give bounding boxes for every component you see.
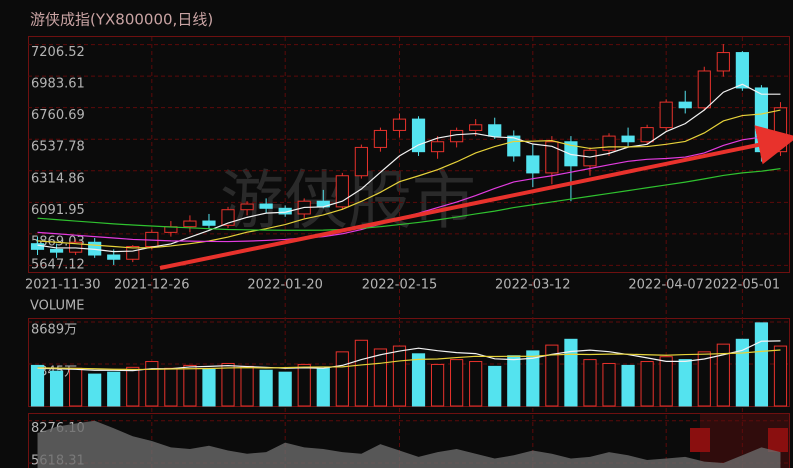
volume-bar <box>297 363 311 407</box>
volume-bar <box>754 322 769 407</box>
volume-bar <box>69 367 83 407</box>
index-area <box>37 420 781 468</box>
volume-bar <box>259 369 273 407</box>
candle-body <box>735 52 749 89</box>
candle-body <box>126 246 140 260</box>
ma-line <box>37 349 781 371</box>
candle-body <box>678 101 692 109</box>
volume-bar <box>183 364 197 407</box>
volume-bar <box>602 362 616 407</box>
chart-title: 游侠成指(YX800000,日线) <box>30 11 213 29</box>
candle-body <box>221 209 235 226</box>
volume-bar <box>469 361 483 407</box>
candle-body <box>30 243 45 250</box>
panel-title: VOLUME <box>30 299 84 314</box>
ma-line <box>37 83 781 253</box>
volume-bar <box>202 368 216 407</box>
y-tick-label: 6091.95 <box>31 203 85 218</box>
candle-body <box>183 220 197 228</box>
candle-body <box>659 101 673 129</box>
candle-body <box>773 107 788 153</box>
volume-bar <box>221 362 235 407</box>
volume-bar <box>240 365 254 407</box>
candle-body <box>697 70 711 109</box>
candle-body <box>450 129 464 143</box>
x-tick-label: 2022-03-12 <box>495 278 571 293</box>
candle-body <box>392 118 407 131</box>
candle-body <box>354 146 368 177</box>
volume-panel <box>28 318 790 407</box>
volume-bar <box>735 338 749 407</box>
x-tick-label: 2021-12-26 <box>114 278 190 293</box>
index-panel <box>28 413 790 468</box>
x-tick-label: 2022-04-07 <box>628 278 704 293</box>
candle-body <box>545 141 559 174</box>
candle-body <box>107 254 121 260</box>
highlight-box <box>768 428 788 452</box>
y-tick-label: 6760.69 <box>31 108 85 123</box>
y-tick-label: 8689万 <box>31 323 77 338</box>
ma-line <box>37 168 781 231</box>
volume-bar <box>545 344 559 407</box>
volume-bar <box>392 345 407 407</box>
x-tick-label: 2022-02-15 <box>362 278 438 293</box>
volume-bar <box>488 365 502 407</box>
candle-body <box>564 141 578 167</box>
y-tick-label: 5647.12 <box>31 258 85 273</box>
volume-bar <box>773 345 788 407</box>
candle-body <box>430 141 445 153</box>
volume-bar <box>678 359 692 407</box>
x-tick-label: 2022-01-20 <box>247 278 323 293</box>
x-tick-label: 2022-05-01 <box>705 278 781 293</box>
y-tick-label: 6314.86 <box>31 171 85 186</box>
candle-body <box>240 203 254 211</box>
volume-bar <box>145 361 159 407</box>
volume-bar <box>335 351 349 407</box>
candle-body <box>640 127 654 143</box>
volume-bar <box>164 367 178 407</box>
volume-bar <box>88 373 102 407</box>
y-tick-label: 6537.78 <box>31 140 85 155</box>
candle-body <box>69 241 83 253</box>
volume-bar <box>354 339 368 407</box>
volume-bar <box>107 371 121 407</box>
volume-bar <box>697 351 711 407</box>
x-tick-label: 2021-11-30 <box>25 278 101 293</box>
highlight-box <box>690 428 710 452</box>
volume-bar <box>430 363 445 407</box>
volume-bar <box>316 367 330 407</box>
y-tick-label: 6983.61 <box>31 77 85 92</box>
volume-bar <box>49 370 64 407</box>
volume-bar <box>621 364 635 407</box>
candle-body <box>202 220 216 226</box>
y-tick-label: 7206.52 <box>31 45 85 60</box>
candle-body <box>373 129 388 148</box>
volume-bar <box>30 364 45 407</box>
candle-body <box>602 135 616 151</box>
volume-bar <box>373 348 388 407</box>
volume-bar <box>564 338 578 407</box>
volume-bar <box>640 361 654 407</box>
ma-line <box>37 109 781 249</box>
candle-body <box>259 203 273 209</box>
volume-bar <box>126 366 140 407</box>
candle-body <box>488 124 502 137</box>
volume-bar <box>507 355 521 407</box>
candle-body <box>526 155 540 174</box>
trend-arrow <box>159 125 793 270</box>
candle-body <box>621 135 635 143</box>
candle-body <box>49 248 64 253</box>
volume-bar <box>659 356 673 407</box>
candle-body <box>583 149 597 167</box>
volume-bar <box>278 371 292 407</box>
volume-bar <box>583 359 597 407</box>
candle-body <box>469 124 483 131</box>
candle-body <box>716 52 730 72</box>
volume-bar <box>526 350 540 407</box>
volume-bar <box>450 359 464 407</box>
volume-bar <box>716 343 730 407</box>
volume-bar <box>411 353 426 407</box>
